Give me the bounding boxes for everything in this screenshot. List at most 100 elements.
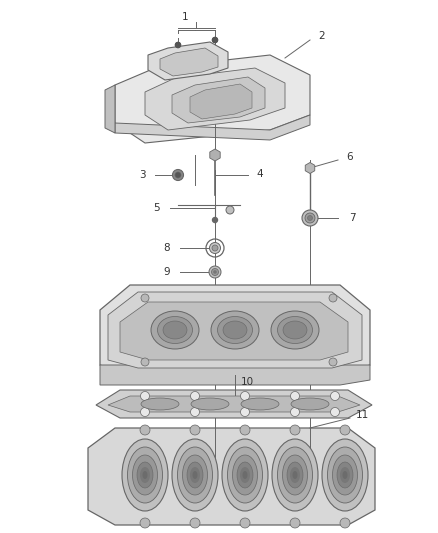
Circle shape bbox=[302, 210, 318, 226]
Ellipse shape bbox=[211, 311, 259, 349]
Circle shape bbox=[176, 43, 180, 47]
Ellipse shape bbox=[122, 439, 168, 511]
Ellipse shape bbox=[172, 439, 218, 511]
Polygon shape bbox=[120, 302, 348, 360]
Polygon shape bbox=[88, 428, 375, 525]
Circle shape bbox=[226, 206, 234, 214]
Ellipse shape bbox=[218, 317, 252, 343]
Ellipse shape bbox=[151, 311, 199, 349]
Ellipse shape bbox=[140, 467, 150, 483]
Circle shape bbox=[305, 213, 315, 223]
Polygon shape bbox=[108, 396, 360, 412]
Circle shape bbox=[140, 425, 150, 435]
Text: 9: 9 bbox=[164, 267, 170, 277]
Ellipse shape bbox=[283, 321, 307, 339]
Circle shape bbox=[240, 518, 250, 528]
Ellipse shape bbox=[133, 455, 158, 495]
Ellipse shape bbox=[343, 471, 347, 479]
Circle shape bbox=[176, 43, 180, 47]
Ellipse shape bbox=[328, 447, 363, 503]
Ellipse shape bbox=[278, 317, 312, 343]
Ellipse shape bbox=[340, 467, 350, 483]
Polygon shape bbox=[145, 68, 285, 130]
Circle shape bbox=[212, 217, 218, 222]
Ellipse shape bbox=[243, 471, 247, 479]
Ellipse shape bbox=[127, 447, 162, 503]
Ellipse shape bbox=[233, 455, 258, 495]
Circle shape bbox=[290, 392, 300, 400]
Ellipse shape bbox=[241, 398, 279, 410]
Circle shape bbox=[240, 392, 250, 400]
Circle shape bbox=[141, 358, 149, 366]
Polygon shape bbox=[305, 163, 315, 174]
Ellipse shape bbox=[272, 439, 318, 511]
Text: 6: 6 bbox=[347, 152, 353, 162]
Ellipse shape bbox=[290, 467, 300, 483]
Ellipse shape bbox=[190, 467, 200, 483]
Circle shape bbox=[190, 518, 200, 528]
Ellipse shape bbox=[183, 455, 208, 495]
Circle shape bbox=[175, 172, 181, 178]
Circle shape bbox=[209, 243, 220, 254]
Ellipse shape bbox=[158, 317, 192, 343]
Text: 5: 5 bbox=[154, 203, 160, 213]
Polygon shape bbox=[96, 390, 372, 418]
Text: 4: 4 bbox=[257, 169, 263, 179]
Circle shape bbox=[141, 294, 149, 302]
Text: 8: 8 bbox=[164, 243, 170, 253]
Ellipse shape bbox=[187, 462, 203, 488]
Text: 2: 2 bbox=[319, 31, 325, 41]
Circle shape bbox=[212, 245, 218, 251]
Ellipse shape bbox=[177, 447, 212, 503]
Polygon shape bbox=[100, 285, 370, 375]
Circle shape bbox=[307, 215, 312, 221]
Circle shape bbox=[212, 269, 219, 276]
Circle shape bbox=[240, 408, 250, 416]
Polygon shape bbox=[210, 149, 220, 161]
Circle shape bbox=[141, 392, 149, 400]
Ellipse shape bbox=[192, 471, 198, 479]
Ellipse shape bbox=[141, 398, 179, 410]
Ellipse shape bbox=[283, 455, 307, 495]
Circle shape bbox=[212, 37, 218, 43]
Ellipse shape bbox=[287, 462, 303, 488]
Circle shape bbox=[209, 266, 221, 278]
Circle shape bbox=[173, 169, 184, 181]
Circle shape bbox=[329, 358, 337, 366]
Circle shape bbox=[331, 408, 339, 416]
Ellipse shape bbox=[237, 462, 253, 488]
Ellipse shape bbox=[322, 439, 368, 511]
Polygon shape bbox=[115, 115, 310, 140]
Ellipse shape bbox=[163, 321, 187, 339]
Circle shape bbox=[141, 408, 149, 416]
Circle shape bbox=[190, 425, 200, 435]
Circle shape bbox=[240, 425, 250, 435]
Polygon shape bbox=[148, 42, 228, 80]
Polygon shape bbox=[108, 292, 362, 368]
Circle shape bbox=[212, 37, 218, 43]
Ellipse shape bbox=[240, 467, 250, 483]
Ellipse shape bbox=[137, 462, 153, 488]
Circle shape bbox=[329, 294, 337, 302]
Circle shape bbox=[340, 518, 350, 528]
Circle shape bbox=[290, 425, 300, 435]
Polygon shape bbox=[115, 55, 310, 143]
Circle shape bbox=[290, 408, 300, 416]
Circle shape bbox=[340, 425, 350, 435]
Ellipse shape bbox=[227, 447, 262, 503]
Polygon shape bbox=[160, 48, 218, 76]
Text: 3: 3 bbox=[139, 170, 145, 180]
Ellipse shape bbox=[332, 455, 357, 495]
Ellipse shape bbox=[291, 398, 329, 410]
Polygon shape bbox=[190, 84, 252, 119]
Text: 10: 10 bbox=[240, 377, 254, 387]
Ellipse shape bbox=[271, 311, 319, 349]
Ellipse shape bbox=[191, 398, 229, 410]
Ellipse shape bbox=[337, 462, 353, 488]
Ellipse shape bbox=[142, 471, 148, 479]
Circle shape bbox=[191, 392, 199, 400]
Circle shape bbox=[140, 518, 150, 528]
Circle shape bbox=[290, 518, 300, 528]
Circle shape bbox=[213, 270, 217, 274]
Circle shape bbox=[331, 392, 339, 400]
